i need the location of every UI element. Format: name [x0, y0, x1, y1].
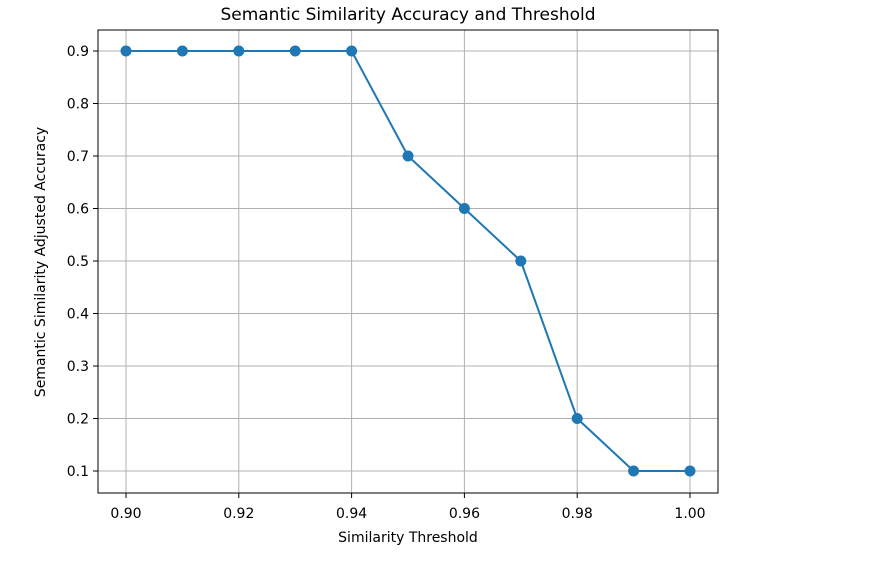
- data-point-marker: [515, 255, 527, 267]
- data-point-marker: [176, 45, 188, 57]
- x-axis-label: Similarity Threshold: [338, 530, 478, 546]
- y-tick-label: 0.9: [67, 44, 89, 60]
- x-tick-label: 0.94: [336, 506, 367, 522]
- data-point-marker: [120, 45, 132, 57]
- data-point-marker: [233, 45, 245, 57]
- data-point-marker: [346, 45, 358, 57]
- x-tick-label: 0.90: [110, 506, 141, 522]
- data-point-marker: [458, 203, 470, 214]
- y-tick-label: 0.5: [67, 254, 89, 270]
- y-tick-label: 0.2: [67, 412, 89, 428]
- y-tick-label: 0.6: [67, 202, 89, 218]
- y-tick-label: 0.7: [67, 149, 89, 165]
- y-tick-label: 0.4: [67, 307, 89, 323]
- data-point-marker: [289, 45, 301, 57]
- data-point-marker: [402, 150, 414, 162]
- x-axis-ticks: 0.90 0.92 0.94 0.96 0.98 1.00: [110, 493, 706, 522]
- x-tick-label: 0.96: [449, 506, 480, 522]
- grid-lines: [98, 30, 718, 493]
- y-axis-label: Semantic Similarity Adjusted Accuracy: [33, 127, 49, 397]
- data-series: [120, 45, 696, 477]
- y-tick-label: 0.8: [67, 97, 89, 113]
- y-axis-ticks: 0.1 0.2 0.3 0.4 0.5 0.6 0.7 0.8 0.9: [67, 44, 98, 480]
- y-tick-label: 0.1: [67, 464, 89, 480]
- y-tick-label: 0.3: [67, 359, 89, 375]
- x-tick-label: 0.92: [223, 506, 254, 522]
- x-tick-label: 1.00: [674, 506, 705, 522]
- chart-title: Semantic Similarity Accuracy and Thresho…: [220, 5, 595, 25]
- data-point-marker: [571, 413, 583, 424]
- plot-frame: [97, 29, 719, 494]
- data-point-marker: [684, 465, 696, 477]
- x-tick-label: 0.98: [562, 506, 593, 522]
- data-point-marker: [628, 465, 640, 477]
